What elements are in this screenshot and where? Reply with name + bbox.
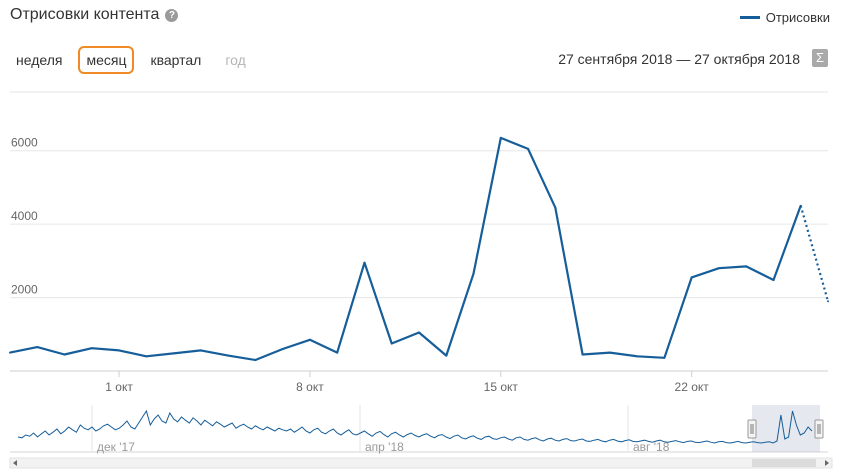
- data-point: [145, 355, 148, 358]
- period-week-button[interactable]: неделя: [16, 52, 63, 68]
- data-point: [390, 342, 393, 345]
- data-point: [827, 300, 829, 303]
- period-month-button[interactable]: месяц: [78, 46, 135, 74]
- data-point: [281, 347, 284, 350]
- scrollbar-track: [9, 457, 833, 469]
- x-tick-label: 1 окт: [105, 380, 133, 394]
- series-line: [9, 136, 802, 362]
- chart-title-text: Отрисовки контента: [10, 6, 160, 23]
- scrollbar-thumb: [752, 459, 816, 467]
- scroll-left-icon: [13, 460, 17, 466]
- navigator-label: дек '17: [97, 440, 135, 454]
- data-point: [445, 354, 448, 357]
- data-point: [308, 338, 311, 341]
- data-point: [636, 355, 639, 358]
- data-point: [799, 204, 802, 207]
- chart-title: Отрисовки контента ?: [10, 6, 179, 24]
- y-tick-label: 4000: [11, 209, 38, 223]
- y-tick-label: 2000: [11, 283, 38, 297]
- data-point: [581, 353, 584, 356]
- data-point: [717, 267, 720, 270]
- y-tick-label: 6000: [11, 136, 38, 150]
- legend[interactable]: Отрисовки: [739, 10, 830, 25]
- data-point: [36, 346, 39, 349]
- period-year-button: год: [225, 52, 246, 68]
- period-quarter-button[interactable]: квартал: [150, 52, 202, 68]
- data-point: [336, 351, 339, 354]
- date-range[interactable]: 27 сентября 2018 — 27 октября 2018: [558, 51, 800, 67]
- data-point: [772, 278, 775, 281]
- navigator-handle-icon: [747, 419, 757, 439]
- legend-swatch-icon: [739, 16, 760, 19]
- data-point: [199, 349, 202, 352]
- data-point: [254, 358, 257, 361]
- data-point: [745, 265, 748, 268]
- data-point: [499, 136, 502, 139]
- legend-label: Отрисовки: [765, 10, 830, 25]
- data-point: [9, 351, 11, 354]
- navigator-label: апр '18: [365, 440, 404, 454]
- data-point: [554, 206, 557, 209]
- x-tick-label: 8 окт: [296, 380, 324, 394]
- data-point: [118, 349, 121, 352]
- data-point: [608, 351, 611, 354]
- data-point: [418, 331, 420, 334]
- navigator-handle-icon: [814, 419, 824, 439]
- data-point: [472, 272, 475, 275]
- data-point: [363, 261, 366, 264]
- data-point: [227, 354, 230, 357]
- scroll-right-icon: [825, 460, 829, 466]
- data-point: [690, 276, 693, 279]
- help-icon[interactable]: ?: [165, 8, 179, 22]
- navigator-series: [17, 409, 813, 444]
- data-point: [90, 347, 93, 350]
- data-point: [172, 352, 175, 355]
- x-tick-label: 22 окт: [675, 380, 710, 394]
- x-tick-label: 15 окт: [484, 380, 519, 394]
- series-line-projection: [799, 205, 830, 302]
- sigma-icon[interactable]: Σ: [812, 49, 828, 67]
- period-selector: неделя месяц квартал год: [8, 46, 262, 74]
- data-point: [527, 147, 530, 150]
- navigator-label: авг '18: [633, 440, 670, 454]
- navigator-selection: [752, 405, 820, 452]
- data-point: [63, 353, 66, 356]
- data-point: [663, 356, 666, 359]
